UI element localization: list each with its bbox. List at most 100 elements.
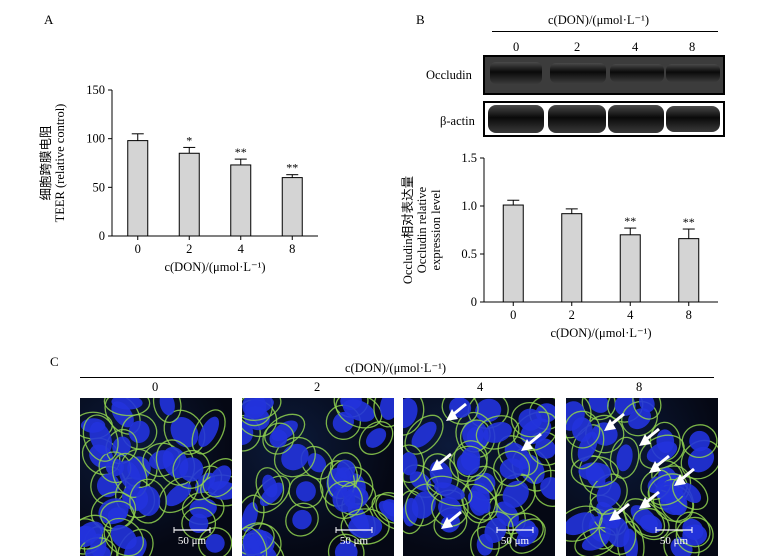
cell-membrane: [671, 475, 709, 511]
bar-8: [678, 238, 700, 303]
cell-nucleus: [80, 521, 104, 543]
cell-nucleus: [336, 459, 356, 480]
micrograph-dose-8: 50 μm: [566, 398, 718, 556]
cell-membrane: [103, 398, 151, 417]
arrow-icon: [609, 502, 630, 521]
cell-nucleus: [170, 417, 199, 448]
arrow-icon: [639, 427, 660, 446]
cell-membrane: [155, 439, 196, 486]
x-tick-label: 2: [186, 242, 192, 256]
occludin-bar-chart: 0 0.5 1.0 1.5 0 2 ** 4 ** 8 c(DON)/(μmol·L⁻¹) Occlu…: [401, 151, 718, 340]
significance-8: **: [286, 161, 298, 175]
y-axis-label-1: TEER (relative control): [53, 104, 67, 223]
cell-membrane: [566, 505, 603, 542]
cell-nucleus: [118, 460, 141, 491]
cell-membrane: [324, 480, 363, 520]
cell-nucleus: [566, 512, 596, 536]
cell-membrane: [403, 398, 425, 436]
cell-nucleus: [502, 480, 529, 508]
cell-membrane: [441, 398, 479, 425]
cell-nucleus: [682, 518, 704, 541]
cell-nucleus: [295, 481, 316, 502]
cell-membrane: [598, 508, 637, 555]
cell-membrane: [533, 469, 555, 507]
cell-membrane: [82, 414, 119, 462]
cell-nucleus: [679, 482, 702, 504]
bar-4: [619, 234, 641, 303]
cell-membrane: [340, 508, 390, 545]
x-tick-label: 0: [510, 308, 516, 322]
cell-membrane: [80, 514, 112, 550]
cell-nucleus: [614, 398, 636, 416]
cell-membrane: [632, 507, 670, 541]
cell-membrane: [403, 444, 425, 484]
panel-a-letter: A: [44, 12, 54, 27]
cell-nucleus: [540, 477, 555, 500]
cell-nucleus: [499, 458, 524, 480]
cell-membrane: [460, 483, 498, 521]
cell-membrane: [172, 449, 211, 489]
cell-nucleus: [411, 490, 436, 519]
occludin-band-4: [610, 64, 664, 82]
blot-dose-4: 4: [632, 40, 639, 54]
x-tick-label: 8: [686, 308, 692, 322]
cell-nucleus: [128, 420, 150, 443]
cell-nucleus: [242, 421, 254, 445]
micrograph-dose-4: 50 μm: [403, 398, 555, 556]
cell-membrane: [198, 527, 232, 556]
cell-membrane: [675, 511, 711, 548]
cell-nucleus: [581, 533, 610, 551]
actin-band-8: [666, 106, 720, 132]
cell-nucleus: [518, 408, 542, 431]
cell-layer: [242, 398, 394, 556]
cell-layer: [566, 398, 718, 556]
cell-layer: [80, 398, 232, 556]
arrow-icon: [604, 412, 625, 431]
y-axis-label-2: expression level: [429, 189, 443, 270]
cell-nucleus: [159, 398, 175, 416]
cell-membrane: [121, 413, 158, 450]
arrow-icon: [441, 510, 462, 529]
cell-membrane: [581, 398, 616, 421]
cell-nucleus: [292, 509, 312, 530]
panel-c-header: c(DON)/(μmol·L⁻¹): [345, 361, 447, 375]
cell-nucleus: [379, 398, 394, 420]
blot-dose-8: 8: [689, 40, 696, 54]
cell-nucleus: [89, 421, 112, 455]
bar-2: [561, 213, 583, 303]
cell-membrane: [404, 414, 444, 455]
arrow-icon: [649, 454, 670, 473]
cell-membrane: [129, 478, 167, 524]
cell-nucleus: [687, 446, 715, 473]
cell-nucleus: [403, 452, 418, 476]
significance-4: **: [624, 214, 636, 228]
cell-nucleus: [307, 453, 327, 473]
cell-nucleus: [484, 517, 507, 543]
x-tick-label: 4: [627, 308, 634, 322]
cell-nucleus: [639, 514, 663, 534]
x-tick-label: 4: [238, 242, 245, 256]
cell-membrane: [262, 422, 295, 455]
cell-membrane: [327, 533, 365, 556]
cell-nucleus: [342, 399, 375, 422]
cell-nucleus: [110, 524, 137, 550]
y-axis-label-0: 细胞跨膜电阻: [39, 125, 53, 201]
micrograph-dose-2: 50 μm: [242, 398, 394, 556]
panel-b-header: c(DON)/(μmol·L⁻¹): [548, 13, 650, 27]
cell-nucleus: [244, 398, 274, 415]
micro-dose-2: 2: [314, 380, 321, 394]
x-tick-label: 0: [135, 242, 141, 256]
cell-membrane: [329, 452, 362, 487]
cell-membrane: [426, 475, 473, 507]
arrow-icon: [431, 452, 452, 471]
y-tick-label: 0: [471, 295, 477, 309]
cell-nucleus: [332, 487, 356, 513]
scale-bar-label: 50 μm: [501, 535, 530, 547]
cell-membrane: [242, 522, 275, 556]
cell-nucleus: [243, 534, 261, 556]
y-axis-label-1: Occludin relative: [415, 186, 429, 273]
cell-nucleus: [348, 514, 383, 539]
occludin-band-2: [550, 63, 606, 83]
arrow-icon: [674, 467, 695, 486]
y-tick-label: 1.0: [461, 199, 477, 213]
